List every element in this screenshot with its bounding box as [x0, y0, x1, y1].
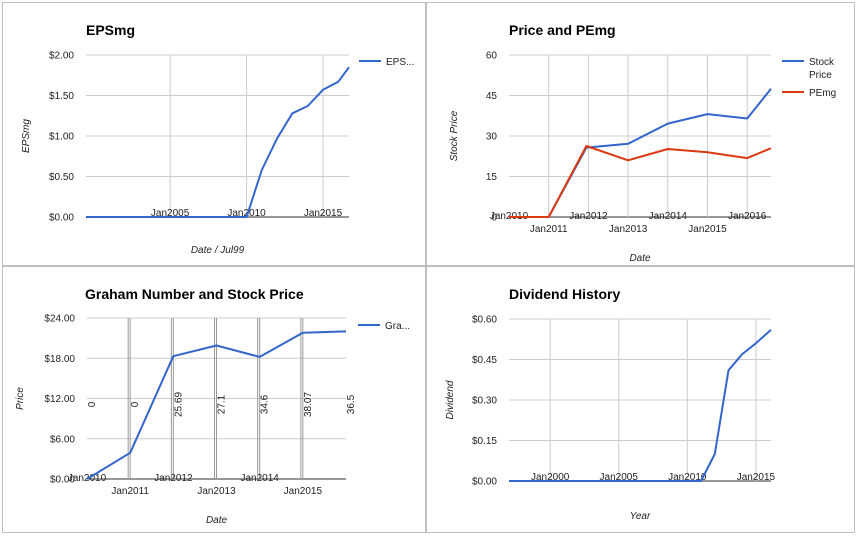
y-tick-label: 30 — [486, 132, 498, 143]
chart-title: EPSmg — [86, 22, 135, 38]
x-tick-label: Jan2014 — [240, 473, 279, 484]
legend-label: Gra... — [385, 321, 410, 332]
y-axis-label: EPSmg — [21, 119, 32, 153]
price-pe-chart-panel: Price and PEmg 0 15 30 45 60 Jan2010 Jan2011 Jan… — [426, 2, 855, 266]
x-tick-label: Jan2012 — [569, 211, 608, 222]
y-axis-label: Price — [15, 387, 26, 410]
chart-svg: Dividend History $0.00 $0.15 $0.30 $0.45 $0.6… — [445, 286, 776, 522]
y-tick-label: $0.15 — [472, 436, 497, 447]
x-tick-label: Jan2011 — [111, 486, 149, 497]
chart-svg: Price and PEmg015304560Jan2010Jan2011Jan… — [449, 22, 836, 264]
y-axis-label: Stock Price — [449, 110, 460, 161]
y-tick-label: $0.45 — [472, 355, 497, 366]
y-tick-label: $12.00 — [44, 394, 75, 405]
annotation-label: 0 — [87, 401, 98, 407]
y-tick-label: $0.50 — [49, 172, 74, 183]
x-tick-label: Jan2011 — [530, 224, 568, 235]
chart-svg: Graham Number and Stock Price $0.00 $6.00 $… — [15, 286, 410, 526]
legend-label: PEmg — [809, 88, 836, 99]
x-tick-label: Jan2010 — [668, 472, 707, 483]
y-tick-label: $0.00 — [49, 213, 74, 224]
x-tick-label: Jan2005 — [151, 208, 190, 219]
series-line — [86, 330, 347, 480]
x-tick-label: Jan2014 — [649, 211, 688, 222]
chart-svg: EPSmg $0.00 $0.50 $1.00 $1.50 $2.00 Jan2005 Jan… — [21, 22, 414, 256]
legend-label: EPS... — [386, 57, 414, 68]
legend-label: Price — [809, 70, 832, 81]
y-tick-label: $6.00 — [50, 434, 75, 445]
annotation-label: 36.5 — [346, 394, 357, 414]
x-axis-label: Date / Jul99 — [191, 245, 245, 256]
y-tick-label: $18.00 — [44, 354, 75, 365]
x-tick-label: Jan2016 — [728, 211, 767, 222]
y-tick-label: $0.60 — [472, 315, 497, 326]
eps-chart-panel: EPSmg $0.00 $0.50 $1.00 $1.50 $2.00 Jan2005 Jan… — [2, 2, 426, 266]
y-tick-label: 0 — [491, 213, 497, 224]
chart-title: Dividend History — [509, 286, 620, 302]
legend-label: Stock — [809, 57, 835, 68]
annotation-label: 0 — [130, 401, 141, 407]
dividend-chart-panel: Dividend History $0.00 $0.15 $0.30 $0.45 $0.6… — [426, 266, 855, 533]
y-axis-label: Dividend — [445, 380, 456, 419]
series-line — [86, 66, 350, 218]
chart-title: Price and PEmg — [509, 22, 616, 38]
chart-title: Graham Number and Stock Price — [85, 286, 304, 302]
x-tick-label: Jan2015 — [737, 472, 776, 483]
annotation-label: 34.6 — [260, 394, 271, 414]
y-tick-label: $1.00 — [49, 132, 74, 143]
x-tick-label: Jan2005 — [600, 472, 639, 483]
annotation-label: 25.69 — [173, 392, 184, 417]
y-tick-label: 60 — [486, 51, 498, 62]
y-tick-label: $0.00 — [472, 477, 497, 488]
series-line — [509, 145, 772, 218]
x-tick-label: Jan2015 — [688, 224, 727, 235]
x-tick-label: Jan2015 — [284, 486, 323, 497]
x-tick-label: Jan2013 — [609, 224, 648, 235]
y-tick-label: $0.30 — [472, 396, 497, 407]
x-tick-label: Jan2015 — [304, 208, 343, 219]
y-tick-label: $1.50 — [49, 91, 74, 102]
x-tick-label: Jan2012 — [154, 473, 193, 484]
graham-chart-panel: Graham Number and Stock Price $0.00 $6.00 $… — [2, 266, 426, 533]
y-tick-label: $24.00 — [44, 314, 75, 325]
y-tick-label: $2.00 — [49, 51, 74, 62]
annotation-label: 27.1 — [217, 394, 228, 414]
y-tick-label: $0.00 — [50, 475, 75, 486]
annotation-label: 38.07 — [303, 392, 314, 417]
x-axis-label: Date — [206, 515, 228, 526]
y-tick-label: 15 — [486, 172, 498, 183]
x-axis-label: Year — [630, 511, 651, 522]
x-axis-label: Date — [629, 253, 651, 264]
y-tick-label: 45 — [486, 91, 498, 102]
x-tick-label: Jan2000 — [531, 472, 570, 483]
x-tick-label: Jan2013 — [197, 486, 236, 497]
series-line — [509, 329, 772, 482]
